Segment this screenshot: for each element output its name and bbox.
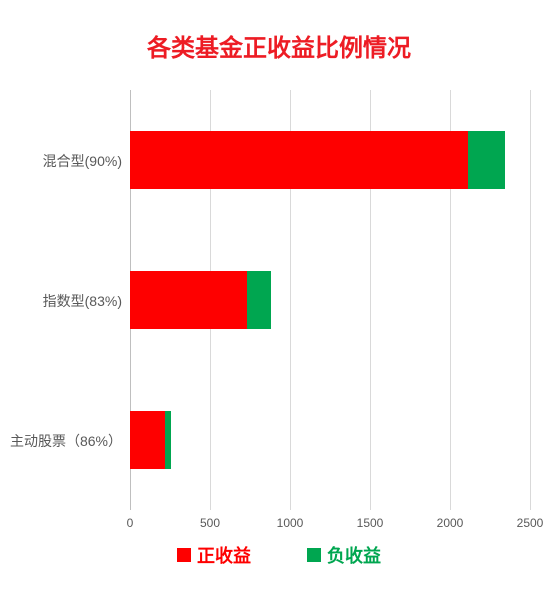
legend-item-negative: 负收益 [307, 542, 381, 568]
x-tick-label: 0 [110, 516, 150, 530]
x-tick-label: 1500 [350, 516, 390, 530]
bar-segment-negative [468, 131, 505, 189]
bar-segment-positive [130, 131, 468, 189]
bar-segment-negative [165, 411, 171, 469]
legend-label: 正收益 [197, 546, 251, 566]
bar-segment-positive [130, 411, 165, 469]
legend-swatch [177, 548, 191, 562]
y-category-label: 混合型(90%) [2, 151, 122, 171]
y-category-label: 指数型(83%) [2, 291, 122, 311]
bar-segment-negative [247, 271, 271, 329]
fund-return-chart: 各类基金正收益比例情况 05001000150020002500混合型(90%)… [0, 0, 558, 592]
chart-title: 各类基金正收益比例情况 [0, 0, 558, 73]
y-category-label: 主动股票（86%） [2, 431, 122, 451]
x-tick-label: 1000 [270, 516, 310, 530]
legend-item-positive: 正收益 [177, 542, 251, 568]
x-tick-label: 2500 [510, 516, 550, 530]
legend-swatch [307, 548, 321, 562]
bar-segment-positive [130, 271, 247, 329]
legend: 正收益 负收益 [0, 542, 558, 568]
gridline [530, 90, 531, 510]
legend-label: 负收益 [327, 546, 381, 566]
x-tick-label: 500 [190, 516, 230, 530]
x-tick-label: 2000 [430, 516, 470, 530]
plot-area: 05001000150020002500混合型(90%)指数型(83%)主动股票… [130, 90, 530, 510]
